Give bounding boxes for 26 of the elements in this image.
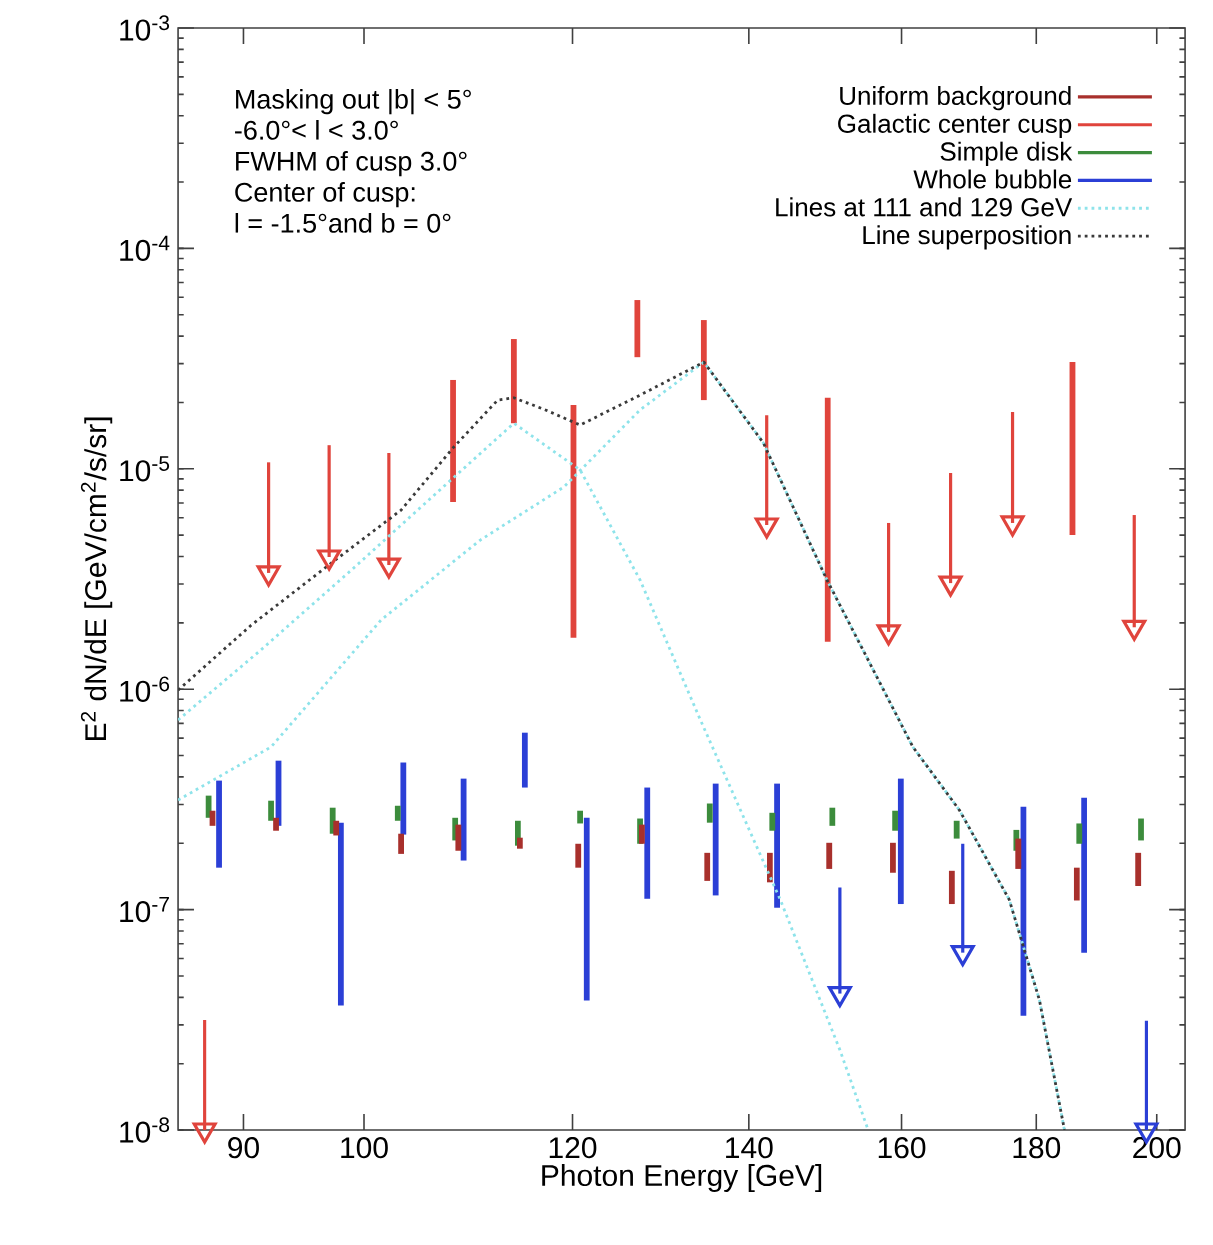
- legend-label: Line superposition: [863, 225, 1071, 250]
- y-tick-label: 10$^{-7}$: [120, 897, 169, 923]
- x-tick-label: 120: [549, 1137, 597, 1159]
- legend-label: Lines at 111 and 129 GeV: [776, 197, 1073, 217]
- annotation: FWHM of cusp 3.0°: [236, 151, 467, 177]
- x-tick-label: 100: [341, 1137, 388, 1159]
- legend-label: Whole bubble: [913, 169, 1072, 189]
- annotation: Masking out |b| < 5°: [236, 89, 471, 115]
- x-tick-label: 140: [726, 1137, 773, 1159]
- x-axis-title: Photon Energy [GeV]: [542, 1164, 822, 1193]
- legend-label: Galactic center cusp: [838, 113, 1072, 139]
- annotation: Center of cusp:: [235, 182, 415, 208]
- x-tick-label: 200: [1133, 1137, 1181, 1159]
- legend-label: Uniform background: [840, 85, 1071, 111]
- y-axis-title: E$^{2}$ dN/dE [GeV/cm$^{2}$/s/sr]: [80, 417, 113, 741]
- y-tick-label: 10$^{-5}$: [120, 456, 170, 482]
- annotation: -6.0°< l < 3.0°: [235, 120, 398, 140]
- x-tick-label: 160: [878, 1137, 926, 1159]
- y-tick-label: 10$^{-4}$: [120, 235, 170, 261]
- annotation: l = -1.5°and b = 0°: [235, 213, 451, 233]
- x-tick-label: 180: [1013, 1137, 1061, 1159]
- y-tick-label: 10$^{-8}$: [120, 1117, 170, 1143]
- y-tick-label: 10$^{-6}$: [120, 676, 170, 702]
- y-tick-label: 10$^{-3}$: [120, 15, 170, 41]
- legend-label: Simple disk: [940, 141, 1073, 166]
- x-tick-label: 90: [228, 1137, 259, 1159]
